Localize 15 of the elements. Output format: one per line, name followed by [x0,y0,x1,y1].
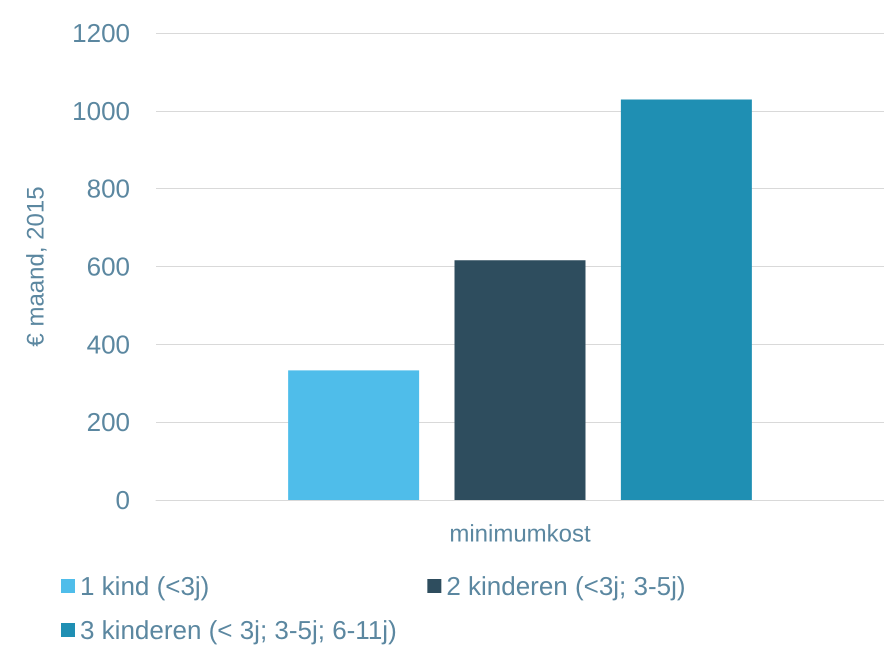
y-tick-label: 1000 [72,96,130,126]
bar [288,370,420,500]
y-tick-label: 800 [86,174,130,204]
legend-label: 1 kind (<3j) [80,571,210,601]
legend-label: 2 kinderen (<3j; 3-5j) [446,571,686,601]
y-axis-title: € maand, 2015 [22,186,50,347]
y-tick-label: 200 [86,407,130,438]
y-tick-label: 0 [116,485,130,515]
legend-label: 3 kinderen (< 3j; 3-5j; 6-11j) [80,615,397,645]
y-tick-label: 400 [86,329,130,360]
y-tick-label: 1200 [72,18,130,48]
bar [620,100,752,500]
x-tick-label: minimumkost [449,520,592,548]
bar [454,260,586,500]
y-tick-label: 600 [86,252,130,282]
